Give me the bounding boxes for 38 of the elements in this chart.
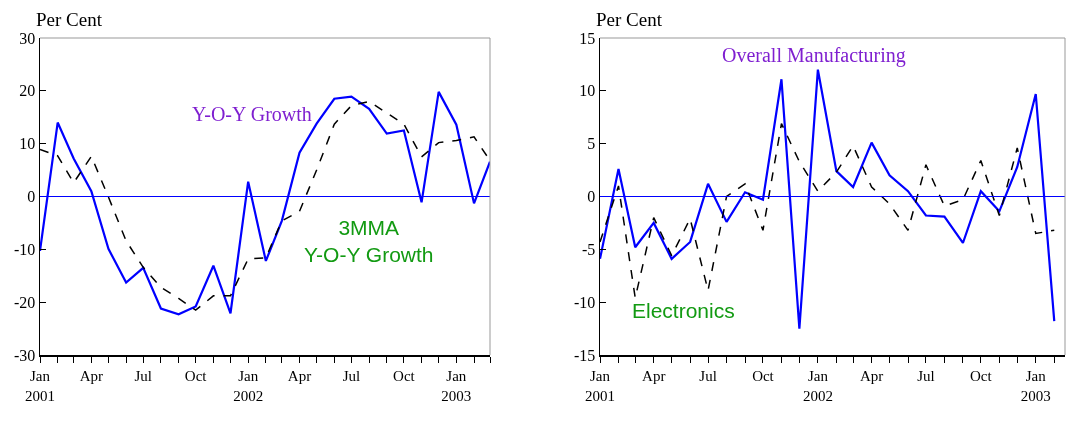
y-tick-label: -30 bbox=[13, 346, 36, 364]
y-tick-label: 10 bbox=[19, 135, 36, 153]
x-tick-label: Apr bbox=[859, 368, 884, 384]
y-tick-label: -10 bbox=[573, 293, 596, 311]
x-tick-label: Jul bbox=[699, 368, 717, 384]
y-tick-label: 10 bbox=[579, 82, 596, 100]
y-tick-label: 0 bbox=[27, 188, 36, 206]
y-tick-label: -15 bbox=[573, 346, 596, 364]
annotation: Overall Manufacturing bbox=[722, 44, 906, 67]
y-tick-label: 15 bbox=[579, 29, 596, 47]
x-tick-label: Oct bbox=[393, 368, 416, 384]
x-tick-label: Jan 2002 bbox=[233, 368, 264, 404]
x-tick-label: Jan 2001 bbox=[25, 368, 55, 404]
annotation: 3MMA Y-O-Y Growth bbox=[304, 216, 434, 267]
y-axis-title: Per Cent bbox=[596, 9, 663, 30]
y-tick-label: 0 bbox=[587, 188, 596, 206]
x-tick-label: Jul bbox=[342, 368, 361, 384]
annotation: Electronics bbox=[632, 299, 735, 322]
x-tick-label: Oct bbox=[752, 368, 775, 384]
x-tick-label: Apr bbox=[287, 368, 312, 384]
y-tick-label: 30 bbox=[19, 29, 36, 47]
x-tick-label: Jan 2003 bbox=[1020, 368, 1051, 404]
x-tick-label: Oct bbox=[969, 368, 993, 384]
y-tick-label: -20 bbox=[13, 293, 36, 311]
x-tick-label: Jan 2003 bbox=[441, 368, 472, 404]
y-tick-label: -5 bbox=[581, 240, 596, 258]
x-tick-label: Jul bbox=[917, 368, 935, 384]
x-tick-label: Apr bbox=[79, 368, 103, 384]
y-tick-label: 5 bbox=[587, 135, 596, 153]
y-tick-label: -10 bbox=[13, 240, 36, 258]
annotation: Y-O-Y Growth bbox=[192, 103, 312, 125]
x-tick-label: Oct bbox=[184, 368, 208, 384]
x-tick-label: Jan 2002 bbox=[802, 368, 833, 404]
x-tick-label: Apr bbox=[642, 368, 666, 384]
x-tick-label: Jul bbox=[134, 368, 152, 384]
x-tick-label: Jan 2001 bbox=[585, 368, 615, 404]
y-axis-title: Per Cent bbox=[36, 9, 103, 30]
y-tick-label: 20 bbox=[19, 82, 36, 100]
